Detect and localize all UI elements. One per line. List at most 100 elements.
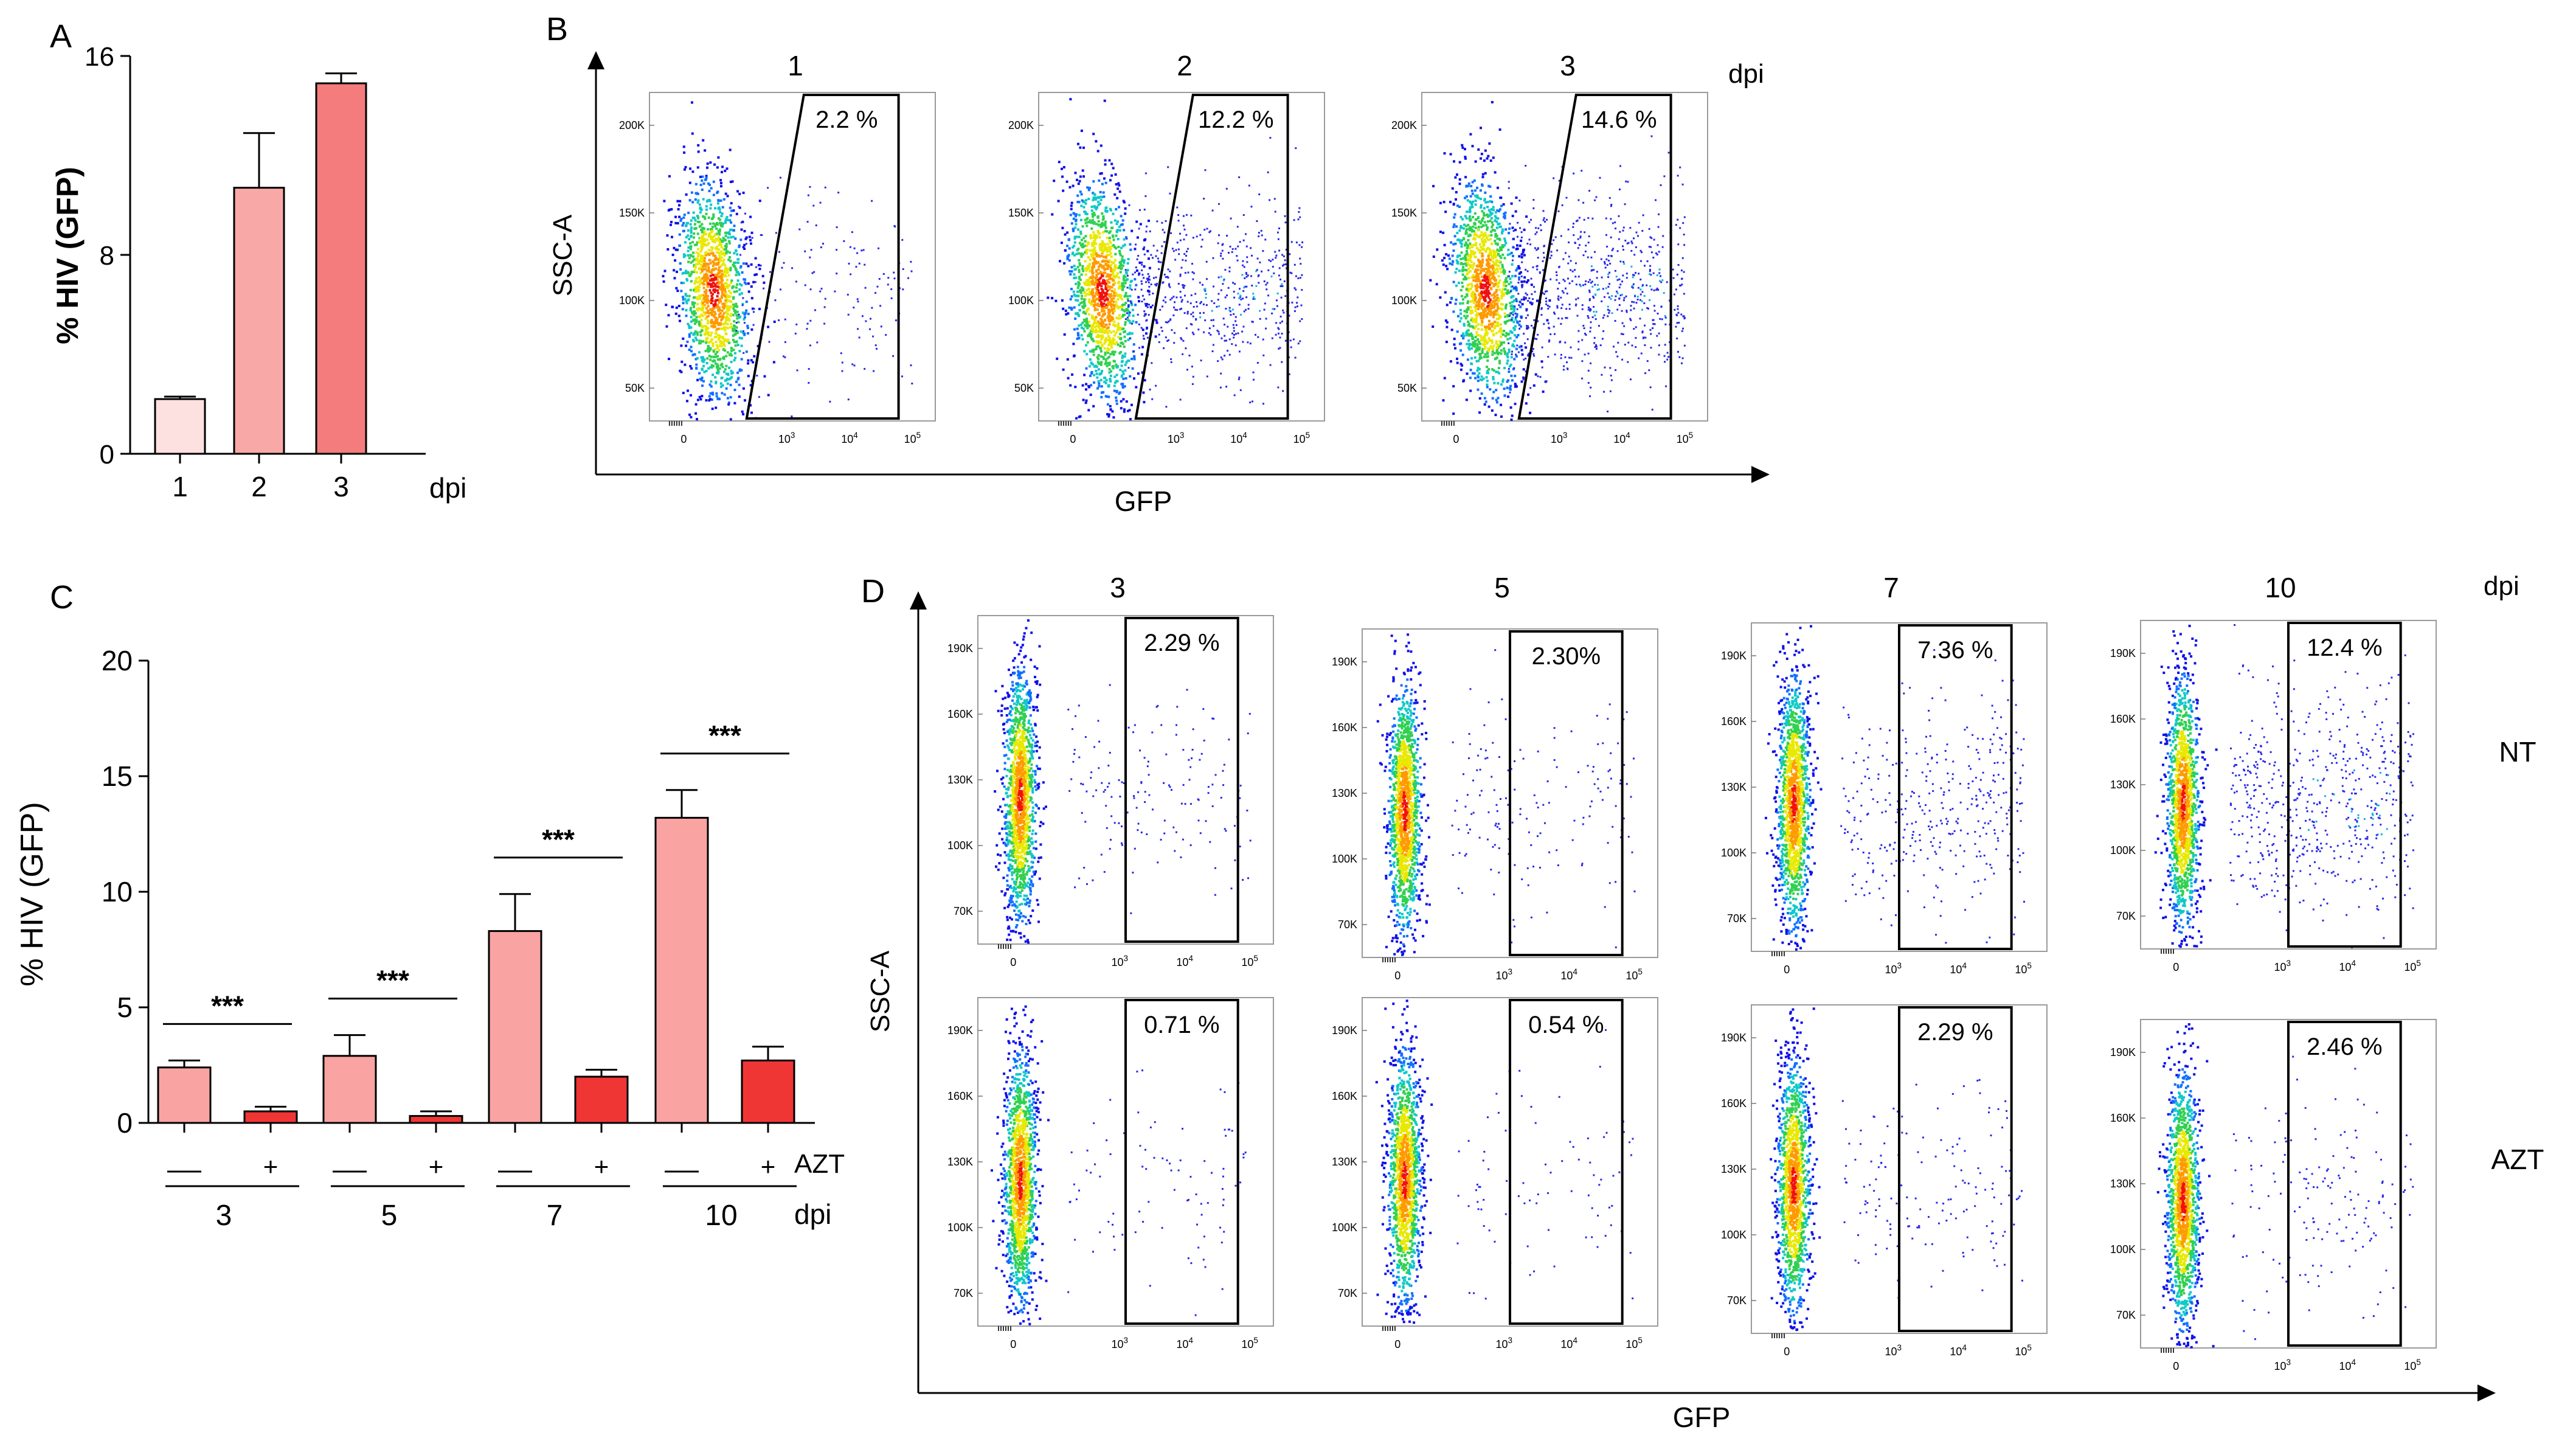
flow-plot-b2-event — [1462, 298, 1464, 301]
flow-plot-b1-event — [1258, 282, 1260, 284]
flow-plot-b2-event — [1505, 303, 1508, 306]
flow-plot-b1-event — [1148, 220, 1150, 222]
flow-plot-b1-event — [1093, 234, 1096, 237]
flow-plot-b1-event — [1115, 363, 1118, 366]
flow-plot-b0-event — [701, 237, 704, 240]
flow-plot-b1-event — [1236, 259, 1239, 262]
flow-plot-b2-event — [1498, 352, 1500, 355]
flow-plot-b2-event — [1485, 292, 1488, 295]
flow-plot-b0-event — [856, 298, 859, 300]
flow-plot-b0-event — [722, 341, 724, 344]
flow-plot-b0-event — [699, 254, 702, 257]
flow-plot-b1-event — [1107, 351, 1110, 354]
flow-plot-b0-event — [707, 341, 710, 344]
flow-plot-b2-event — [1495, 342, 1498, 345]
flow-plot-b0-event — [728, 319, 731, 322]
flow-plot-b1-event — [1112, 297, 1115, 300]
flow-plot-b1-event — [1131, 367, 1134, 370]
flow-plot-b0-event — [685, 314, 688, 318]
flow-plot-b2-event — [1448, 257, 1451, 260]
flow-plot-b2-event — [1546, 319, 1549, 322]
flow-plot-b0-event — [694, 279, 698, 282]
flow-plot-b0-event — [880, 325, 882, 328]
flow-plot-b1-event — [1073, 265, 1076, 268]
flow-plot-b1-event — [1295, 147, 1297, 150]
flow-plot-b2-event — [1492, 257, 1495, 260]
flow-plot-b1-event — [1099, 341, 1103, 344]
flow-plot-b0-event — [691, 353, 694, 356]
flow-plot-b1-event — [1096, 387, 1099, 390]
flow-plot-b1-event — [1262, 250, 1264, 252]
flow-plot-b0-event — [694, 182, 698, 186]
flow-plot-b1-event — [1276, 299, 1278, 302]
flow-plot-b1-event — [1172, 296, 1175, 298]
flow-plot-b1-event — [1062, 307, 1065, 310]
flow-plot-b0-event — [716, 279, 719, 282]
flow-plot-b1-event — [1099, 330, 1102, 333]
flow-plot-b2-event — [1512, 254, 1514, 257]
flow-plot-b0-event — [674, 259, 677, 262]
flow-plot-b0-event — [729, 266, 732, 269]
flow-plot-b0-event — [725, 279, 729, 282]
flow-plot-b1-event — [1124, 236, 1127, 239]
flow-plot-b2-event — [1516, 244, 1518, 247]
flow-plot-b0-event — [737, 321, 740, 324]
flow-plot-b2-event — [1520, 345, 1523, 348]
flow-plot-b1-event — [1078, 201, 1081, 204]
flow-plot-b1-event — [1177, 214, 1180, 216]
flow-plot-b0-event — [714, 223, 717, 226]
flow-plot-b1-event — [1118, 391, 1121, 394]
flow-plot-b0-event — [718, 281, 721, 284]
flow-plot-b0-event — [709, 341, 712, 343]
flow-plot-b1-event — [1093, 349, 1096, 351]
flow-plot-b0-event — [716, 289, 719, 292]
flow-plot-b0-event — [718, 313, 721, 316]
flow-plot-b0-event — [688, 349, 691, 351]
flow-plot-b1-event — [1104, 363, 1107, 366]
flow-plot-b1-event — [1238, 176, 1241, 178]
flow-plot-b2-event — [1507, 395, 1510, 398]
flow-plot-b1-event — [1129, 418, 1132, 421]
flow-plot-b2-event — [1498, 279, 1501, 282]
flow-plot-b0-event — [722, 356, 725, 359]
flow-plot-b1-event — [1097, 200, 1100, 203]
flow-plot-b2-event — [1451, 254, 1454, 257]
flow-plot-b2-event — [1484, 333, 1487, 336]
flow-plot-b2-event — [1467, 329, 1470, 332]
flow-plot-b0-event — [691, 303, 694, 306]
flow-plot-b1-event — [1073, 355, 1076, 358]
flow-plot-b0-event — [690, 231, 693, 234]
flow-plot-b1-event — [1176, 241, 1179, 244]
flow-plot-b1-event — [1093, 381, 1096, 384]
flow-plot-b0-event — [723, 288, 726, 291]
flow-plot-b2-event — [1484, 224, 1487, 227]
flow-plot-b2-event — [1515, 269, 1518, 272]
flow-plot-b2-event — [1495, 226, 1498, 229]
flow-plot-b0-event — [735, 268, 737, 271]
flow-plot-b1-event — [1087, 189, 1090, 192]
flow-plot-b0-event — [704, 262, 707, 265]
flow-plot-b0-event — [907, 277, 910, 279]
flow-plot-b0-event — [778, 251, 780, 253]
flow-plot-b1-event — [1121, 219, 1124, 222]
flow-plot-b2-event — [1467, 283, 1470, 286]
flow-plot-b2-event — [1492, 297, 1495, 300]
flow-plot-b1-event — [1121, 223, 1124, 226]
flow-plot-b2-event — [1480, 338, 1483, 341]
flow-plot-b1-event — [1252, 400, 1253, 403]
flow-plot-b0-event — [729, 418, 732, 421]
flow-plot-b0-event — [741, 271, 744, 274]
flow-plot-b1-event — [1139, 223, 1142, 226]
flow-plot-b0-event — [758, 268, 761, 271]
flow-plot-b2-event — [1467, 300, 1469, 303]
flow-plot-b1-event — [1098, 373, 1101, 376]
flow-plot-b1-event — [1174, 308, 1177, 311]
flow-plot-b2-event — [1469, 200, 1472, 203]
flow-plot-b0-event — [853, 364, 856, 367]
flow-plot-b1-event — [1110, 162, 1113, 165]
flow-plot-b1-event — [1113, 384, 1116, 387]
flow-plot-b2-event — [1466, 262, 1469, 265]
flow-plot-b2-event — [1495, 347, 1498, 349]
flow-plot-b0-event — [700, 243, 703, 246]
flow-plot-b0-event — [735, 286, 738, 289]
